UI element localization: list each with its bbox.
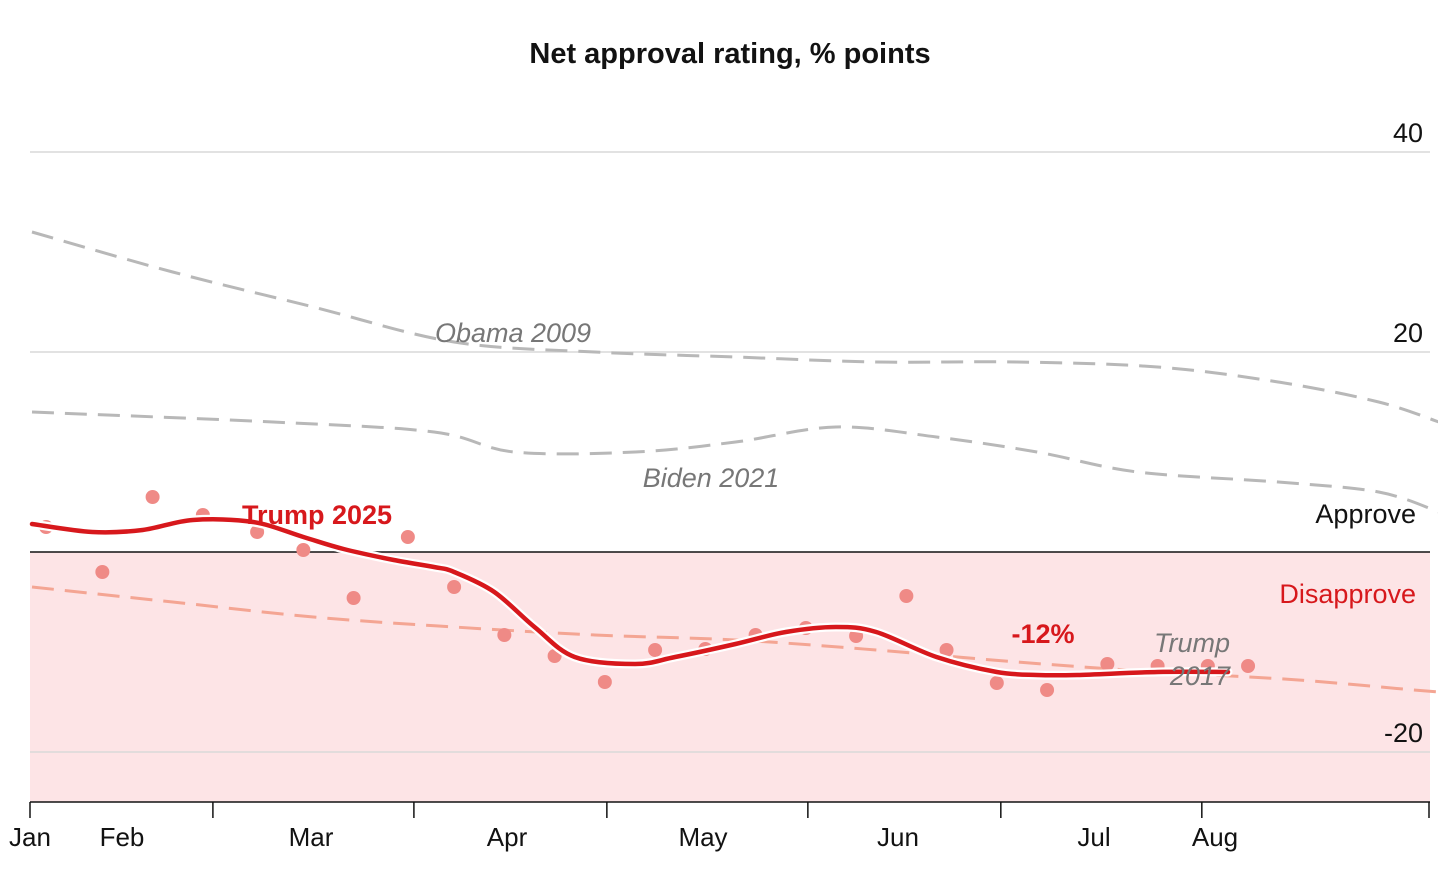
y-tick-label-20: 20 <box>1393 318 1423 348</box>
series-line-obama-2009 <box>31 230 1438 424</box>
disapprove-zone-label: Disapprove <box>1279 579 1416 609</box>
series-label-trump-2025: Trump 2025 <box>242 500 392 530</box>
chart-title: Net approval rating, % points <box>529 38 930 70</box>
poll-point <box>346 591 361 605</box>
trump-2025-series <box>27 514 1233 680</box>
x-tick-label-may: May <box>678 822 727 852</box>
x-tick-label-jul: Jul <box>1077 822 1110 852</box>
x-tick-label-aug: Aug <box>1192 822 1238 852</box>
disapprove-shaded-region <box>30 552 1430 802</box>
poll-point <box>400 530 415 544</box>
poll-point <box>1241 659 1256 673</box>
poll-point <box>939 643 954 657</box>
x-tick-label-jan: Jan <box>9 822 51 852</box>
x-tick-label-apr: Apr <box>487 822 528 852</box>
trump-2025-line <box>29 517 1231 678</box>
y-tick-label--20: -20 <box>1384 718 1423 748</box>
poll-point <box>95 565 110 579</box>
poll-point <box>447 580 462 594</box>
poll-point <box>250 525 265 539</box>
x-axis: Jan Feb Mar Apr May Jun Jul Aug <box>9 801 1430 852</box>
poll-point <box>597 675 612 689</box>
series-line-trump-2017 <box>31 585 1438 694</box>
comparison-series <box>31 230 1438 694</box>
x-tick-label-jun: Jun <box>877 822 919 852</box>
series-label-biden-2021: Biden 2021 <box>643 463 780 493</box>
x-tick-label-mar: Mar <box>289 822 334 852</box>
poll-point <box>296 543 311 557</box>
approve-zone-label: Approve <box>1315 499 1416 529</box>
poll-point <box>145 490 160 504</box>
series-label-trump-2017-line2: 2017 <box>1169 661 1231 691</box>
poll-point <box>989 676 1004 690</box>
x-tick-label-feb: Feb <box>100 822 145 852</box>
gridlines: 40 20 -20 <box>30 118 1430 753</box>
y-tick-label-40: 40 <box>1393 118 1423 148</box>
poll-point <box>1040 683 1055 697</box>
series-line-biden-2021 <box>31 410 1438 514</box>
series-label-trump-2017-line1: Trump <box>1154 628 1230 658</box>
poll-point <box>1100 657 1115 671</box>
poll-point <box>648 643 663 657</box>
poll-point <box>497 628 512 642</box>
series-label-obama-2009: Obama 2009 <box>435 318 591 348</box>
poll-point <box>899 589 914 603</box>
end-value-label: -12% <box>1011 619 1074 649</box>
